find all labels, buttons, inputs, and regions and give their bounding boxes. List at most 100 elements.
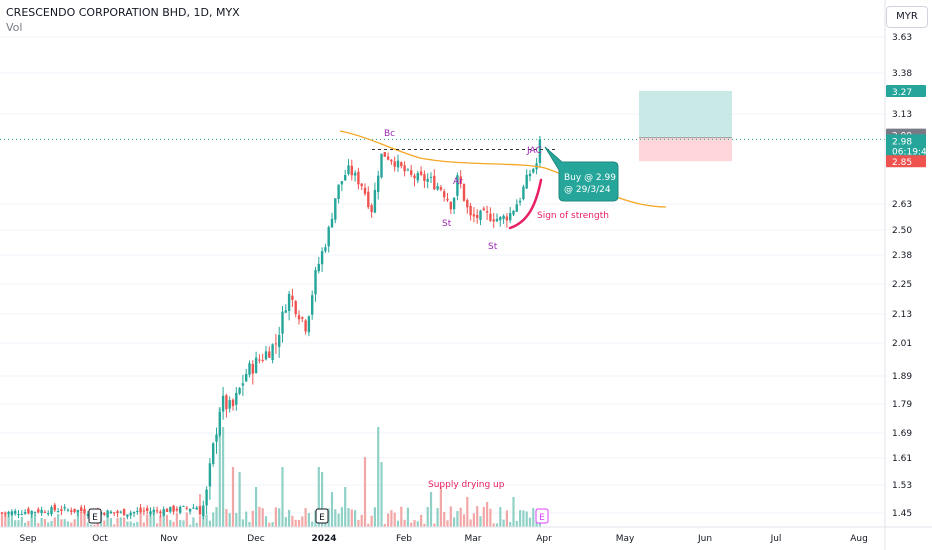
candle-body [337,184,340,200]
volume-bar [4,511,7,527]
volume-bar [70,522,73,527]
volume-bar [519,510,522,527]
price-axis-tick: 2.01 [892,339,912,349]
currency-button[interactable]: MYR [886,6,928,28]
candle-body [512,210,515,215]
volume-bar [208,520,211,527]
volume-bar [37,523,40,527]
volume-bar [142,522,145,527]
candle-body [538,139,542,163]
volume-bar [113,524,116,527]
volume-bar [215,507,218,527]
price-axis-tick: 1.53 [892,481,912,491]
volume-bar [344,487,347,527]
volume-bar [429,492,433,527]
candle-body [291,295,294,300]
candle-body [357,171,360,185]
price-axis-tick: 2.50 [892,226,912,236]
candle-body [202,505,205,516]
volume-bar [53,517,56,527]
volume-bar [459,507,462,527]
volume-bar [202,512,205,527]
volume-bar [453,517,456,527]
candle-body [304,320,307,332]
candle-body [205,489,208,506]
volume-bar [413,520,416,527]
candle-body [188,508,192,512]
volume-bar [512,497,515,527]
time-axis-tick: Nov [160,534,178,544]
candle-body [294,301,297,315]
candle-body [238,387,241,394]
volume-bar [505,510,508,527]
price-axis-tick: 1.45 [892,509,912,519]
volume-bar [400,506,403,527]
volume-bar [165,514,169,527]
volume-bar [185,512,188,527]
volume-bar [205,514,208,527]
time-axis-tick: Apr [536,534,552,544]
volume-bar [472,513,475,527]
volume-bar [278,508,281,527]
candle-body [182,506,185,508]
volume-bar [482,506,485,527]
volume-bar [383,523,386,527]
candle-body [83,508,86,514]
candle-body [466,200,469,208]
candle-body [515,204,518,212]
volume-bar [172,521,175,527]
volume-bar [288,509,291,527]
volume-indicator-label[interactable]: Vol [6,21,23,34]
volume-bar [274,507,277,527]
volume-bar [80,511,83,527]
price-axis-tick: 3.63 [892,33,912,43]
volume-bar [222,427,225,527]
candle-body [37,509,40,513]
candle-body [419,171,423,175]
candle-body [413,175,416,179]
candle-body [383,152,386,157]
candle-body [456,175,459,196]
volume-bar [50,520,53,527]
sign-of-strength-label: Sign of strength [537,211,609,221]
candle-body [393,161,396,167]
volume-bar [284,517,287,527]
volume-bar [390,510,393,527]
volume-bar [228,513,231,527]
candle-body [522,186,525,200]
candle-body [218,412,221,436]
candle-body [281,311,284,334]
volume-bar [439,487,442,527]
candle-body [502,215,505,220]
candle-body [231,399,235,407]
candle-body [317,263,320,272]
volume-bar [43,519,46,527]
candle-body [179,506,182,513]
jac-label: JAC [526,146,542,156]
volume-bar [509,522,512,527]
earnings-event-marker [88,508,102,524]
candle-body [146,508,149,511]
candle-body [334,198,337,220]
candle-body [485,211,489,213]
volume-bar [182,520,185,527]
candle-body [17,513,20,515]
candle-body [297,315,301,320]
volume-bar [380,462,383,527]
volume-bar [14,520,17,527]
volume-bar [350,509,353,527]
volume-bar [96,520,99,527]
candle-body [268,351,271,358]
candle-body [139,507,142,512]
volume-bar [225,509,228,527]
volume-bar [27,520,30,527]
volume-bar [179,520,182,527]
candle-body [396,160,400,168]
volume-bar [40,517,43,527]
candle-body [254,357,258,374]
volume-bar [327,508,330,527]
price-axis-tick: 2.13 [892,310,912,320]
volume-bar [304,508,307,527]
candle-body [518,200,522,203]
